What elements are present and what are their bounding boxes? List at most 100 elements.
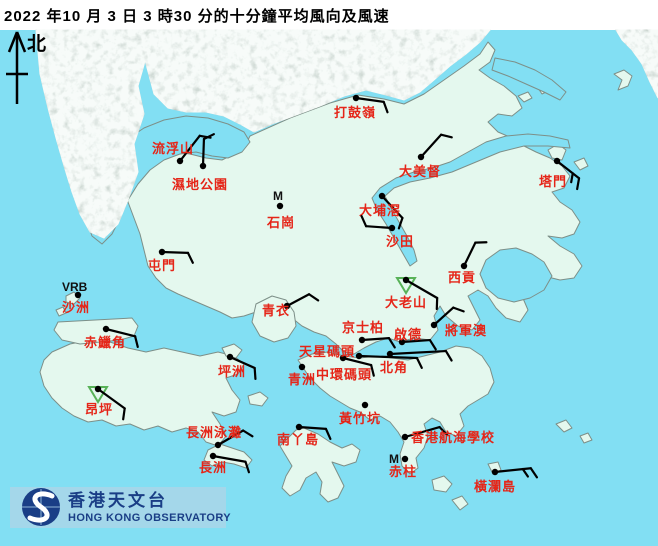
station-tates-cairn: 大老山 [385,276,439,311]
station-dot [283,302,291,310]
wind-barb-feather [244,460,250,474]
station-tai-po-kau: 大埔滘 [359,192,404,230]
station-tsing-yi: 青衣 [262,293,320,318]
station-dot [402,276,410,284]
station-wong-chuk-hang: 黃竹坑 [338,401,380,426]
hko-logo-banner: 香港天文台 HONG KONG OBSERVATORY [10,487,231,528]
station-dot [352,94,360,102]
wind-barb-shaft [211,454,247,463]
wind-barb-shaft [380,194,404,220]
station-label-sha-chau: 沙洲 [62,300,90,315]
station-tuen-mun: 屯門 [148,248,194,273]
station-ta-kwu-ling: 打鼓嶺 [334,94,389,120]
wind-barb-feather [576,177,581,191]
station-label-hk-sea-school: 香港航海學校 [410,430,495,445]
wind-barb-feather [397,216,404,230]
station-label-cheung-chau: 長洲 [199,460,227,475]
wind-barb-shaft [357,354,419,360]
wind-barb-feather [134,335,139,349]
station-tai-mei-tuk: 大美督 [399,133,453,179]
north-arrow [6,31,28,104]
station-label-tai-po-kau: 大埔滘 [359,203,401,218]
po-toi-islands [431,475,469,511]
shekou-peninsula [35,29,147,239]
station-label-north-point: 北角 [380,360,408,375]
station-label-chek-lap-kok: 赤鱲角 [84,335,126,350]
station-dot [361,401,369,409]
station-label-kai-tak: 啟德 [394,327,422,342]
wind-barb-feather [122,407,126,421]
wind-barb-shaft [201,137,206,168]
logo-english-text: HONG KONG OBSERVATORY [68,512,231,524]
wind-barb-shaft [228,355,256,370]
wind-barb-feather [438,425,449,437]
port-shelter-water [479,247,553,303]
tung-ping-chau-island [613,69,633,91]
north-arrow-label: 北 [27,33,46,55]
station-shek-kong: M 石崗 [266,189,294,230]
station-dot [339,354,347,362]
station-dot [226,353,234,361]
starling-inlet-water [491,57,567,101]
grass-island [573,157,589,171]
station-label-sha-tin: 沙田 [386,234,414,249]
wind-barb-feather [242,429,254,438]
wind-barb-feather [439,133,453,139]
wind-barb-feather [521,467,529,478]
station-sha-tin: 沙田 [360,215,414,249]
station-dot [74,291,82,299]
wind-barb-shaft [285,293,311,308]
station-dot [417,153,425,161]
station-dot [401,433,409,441]
station-dot [102,325,110,333]
station-dot [430,321,438,329]
station-sai-kung: 西貢 [448,241,488,285]
station-label-star-ferry-pier: 天星碼頭 [299,344,355,359]
station-dot [214,441,222,449]
airport-island [53,317,139,345]
wind-barb-feather [444,349,453,362]
station-north-point: 北角 [380,349,453,375]
station-marker-vrb: VRB [62,280,88,294]
station-kings-park: 京士柏 [342,320,396,349]
wind-barb-shaft [354,96,385,103]
station-dot [176,157,184,165]
station-label-lau-fau-shan: 流浮山 [152,141,194,156]
station-dot [158,248,166,256]
wind-barb-shaft [388,349,448,356]
station-label-lamma-island: 南丫島 [277,432,319,447]
station-dot [358,336,366,344]
wind-barb-shaft [404,278,439,300]
wind-barb-feather [370,363,375,377]
station-label-tseung-kwan-o: 將軍澳 [445,323,487,338]
station-star-ferry-pier: 天星碼頭 [299,344,375,377]
station-dot [298,363,306,371]
wind-barb-feather [382,100,389,114]
logo-chinese-text: 香港天文台 [68,490,168,510]
station-label-cheung-chau-beach: 長洲泳灘 [186,425,242,440]
station-dot [460,262,468,270]
cheung-chau-island [203,443,253,469]
station-dot [276,202,284,210]
station-tap-mun: 塔門 [539,157,581,191]
station-dot [94,385,102,393]
wind-barb-shaft [216,429,245,447]
station-marker-m: M [273,189,283,203]
wind-barb-shaft [462,241,477,268]
station-dot [295,423,303,431]
wind-barb-shaft [493,467,532,474]
wind-barb-shaft [432,306,455,327]
shenzhen-border-band [139,29,492,133]
wind-barb-shaft [160,250,190,255]
tolo-harbour-water [371,133,571,267]
station-label-tai-mei-tuk: 大美督 [399,164,441,179]
wind-barb-shaft [96,387,126,410]
wind-barb-feather [186,251,194,264]
station-label-ngong-ping: 昂坪 [85,402,113,417]
ninepin-islets [555,419,593,444]
wind-barb-shaft [419,133,443,159]
wind-barb-feather [529,467,539,479]
station-wetland-park: 濕地公園 [172,133,227,192]
